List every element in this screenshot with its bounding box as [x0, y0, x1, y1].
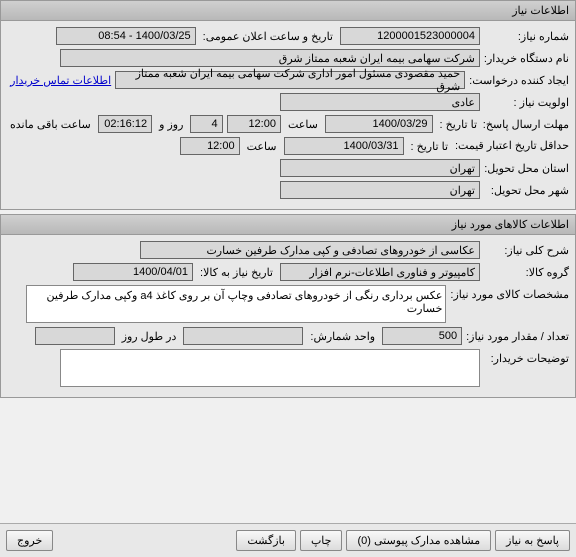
delivery-city-label: شهر محل تحویل:: [484, 184, 569, 197]
goods-spec-label: مشخصات کالای مورد نیاز:: [450, 285, 569, 301]
buyer-org-field: شرکت سهامی بیمه ایران شعبه ممتاز شرق: [60, 49, 480, 67]
goods-info-panel: اطلاعات کالاهای مورد نیاز شرح کلی نیاز: …: [0, 214, 576, 398]
need-date-field: 1400/04/01: [73, 263, 193, 281]
public-datetime-field: 1400/03/25 - 08:54: [56, 27, 196, 45]
delivery-city-field: تهران: [280, 181, 480, 199]
buyer-notes-field[interactable]: [60, 349, 480, 387]
duration-label: در طول روز: [119, 330, 180, 343]
delivery-province-label: استان محل تحویل:: [484, 162, 569, 175]
back-button[interactable]: بازگشت: [236, 530, 296, 551]
priority-field: عادی: [280, 93, 480, 111]
day-and-label: روز و: [156, 118, 186, 131]
buyer-contact-link[interactable]: اطلاعات تماس خریدار: [10, 74, 111, 87]
creator-label: ایجاد کننده درخواست:: [469, 74, 569, 87]
exit-button[interactable]: خروج: [6, 530, 53, 551]
public-datetime-label: تاریخ و ساعت اعلان عمومی:: [200, 30, 336, 43]
goods-group-field: کامپیوتر و فناوری اطلاعات-نرم افزار: [280, 263, 480, 281]
unit-field: [183, 327, 303, 345]
time-remaining-label: ساعت باقی مانده: [7, 118, 94, 131]
time-remaining-field: 02:16:12: [98, 115, 152, 133]
to-date-label: تا تاریخ :: [437, 118, 480, 131]
time-label-2: ساعت: [244, 140, 280, 153]
general-desc-field: عکاسی از خودروهای تصادفی و کپی مدارک طرف…: [140, 241, 480, 259]
time-label-1: ساعت: [285, 118, 321, 131]
quantity-field: 500: [382, 327, 462, 345]
need-info-header: اطلاعات نیاز: [1, 1, 575, 21]
print-button[interactable]: چاپ: [300, 530, 343, 551]
priority-label: اولویت نیاز :: [484, 96, 569, 109]
bottom-toolbar: پاسخ به نیاز مشاهده مدارک پیوستی (0) چاپ…: [0, 523, 576, 557]
buyer-org-label: نام دستگاه خریدار:: [484, 52, 569, 65]
duration-field: [35, 327, 115, 345]
goods-group-label: گروه کالا:: [484, 266, 569, 279]
need-date-label: تاریخ نیاز به کالا:: [197, 266, 276, 279]
request-number-label: شماره نیاز:: [484, 30, 569, 43]
min-credit-label: حداقل تاریخ اعتبار قیمت:: [455, 140, 569, 152]
respond-button[interactable]: پاسخ به نیاز: [495, 530, 570, 551]
quantity-label: تعداد / مقدار مورد نیاز:: [466, 330, 569, 343]
need-info-panel: اطلاعات نیاز شماره نیاز: 120000152300000…: [0, 0, 576, 210]
deadline-time-field: 12:00: [227, 115, 281, 133]
deadline-date-field: 1400/03/29: [325, 115, 433, 133]
days-remaining-field: 4: [190, 115, 222, 133]
attachments-button[interactable]: مشاهده مدارک پیوستی (0): [346, 530, 491, 551]
unit-label: واحد شمارش:: [307, 330, 378, 343]
to-date-label-2: تا تاریخ :: [408, 140, 451, 153]
goods-info-header: اطلاعات کالاهای مورد نیاز: [1, 215, 575, 235]
credit-time-field: 12:00: [180, 137, 240, 155]
creator-field: حمید مقصودی مسئول امور اداری شرکت سهامی …: [115, 71, 465, 89]
request-number-field: 1200001523000004: [340, 27, 480, 45]
delivery-province-field: تهران: [280, 159, 480, 177]
buyer-notes-label: توضیحات خریدار:: [484, 349, 569, 365]
credit-date-field: 1400/03/31: [284, 137, 404, 155]
general-desc-label: شرح کلی نیاز:: [484, 244, 569, 257]
deadline-label: مهلت ارسال پاسخ:: [484, 118, 569, 131]
goods-spec-field[interactable]: [26, 285, 446, 323]
